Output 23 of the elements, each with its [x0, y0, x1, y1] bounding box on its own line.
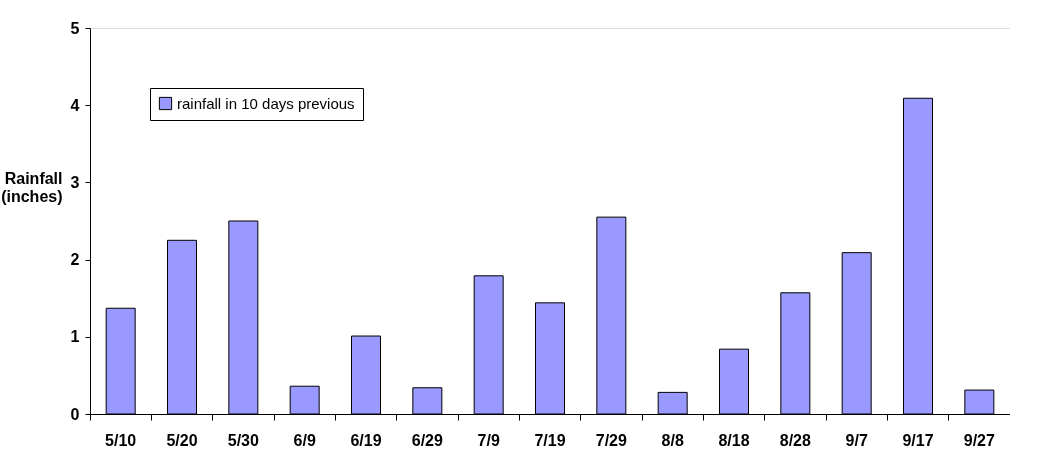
x-tick-label: 6/9 [293, 431, 316, 449]
x-tick-label: 9/17 [902, 431, 934, 449]
x-tick-label: 5/20 [166, 431, 198, 449]
y-tick-label: 5 [70, 19, 80, 37]
x-tick-label: 9/7 [845, 431, 868, 449]
x-tick-label: 9/27 [963, 431, 996, 449]
legend-label: rainfall in 10 days previous [177, 94, 355, 112]
x-tick-label: 6/29 [411, 431, 444, 449]
y-axis-title: Rainfall (inches) [1, 169, 63, 205]
y-tick-label: 3 [70, 173, 80, 191]
x-tick-label: 8/18 [718, 431, 750, 449]
y-tick-label: 2 [70, 251, 80, 269]
x-tick-label: 7/9 [477, 431, 500, 449]
x-tick-label: 8/28 [779, 431, 812, 449]
x-tick-label: 7/29 [595, 431, 628, 449]
x-tick-label: 6/19 [350, 431, 382, 449]
x-tick-label: 7/19 [534, 431, 566, 449]
y-tick-label: 4 [70, 96, 80, 114]
y-tick-label: 1 [70, 328, 80, 346]
x-tick-label: 5/30 [227, 431, 260, 449]
x-tick-label: 8/8 [661, 431, 684, 449]
x-tick-label: 5/10 [105, 431, 137, 449]
y-tick-label: 0 [70, 405, 80, 423]
